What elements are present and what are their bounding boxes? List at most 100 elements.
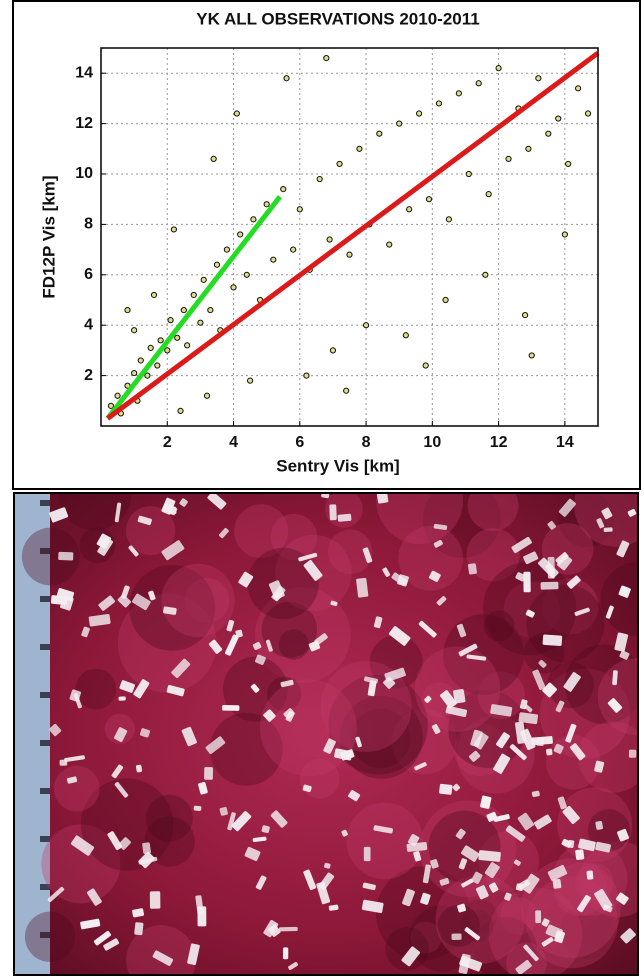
ice-crystal bbox=[451, 933, 462, 940]
ice-crystal bbox=[193, 805, 202, 811]
ice-crystal bbox=[577, 894, 591, 913]
ice-crystal bbox=[532, 669, 546, 691]
scatter-point bbox=[131, 327, 138, 334]
x-axis-label: Sentry Vis [km] bbox=[276, 456, 399, 475]
ice-crystal bbox=[282, 947, 289, 960]
x-tick-label: 6 bbox=[295, 434, 304, 451]
ice-crystal bbox=[316, 881, 331, 905]
scatter-point bbox=[247, 377, 254, 384]
ice-crystal bbox=[285, 710, 295, 722]
scatter-point bbox=[442, 296, 449, 304]
scatter-point bbox=[445, 216, 452, 223]
scatter-point bbox=[386, 241, 393, 248]
scatter-point bbox=[482, 271, 489, 278]
ice-crystal bbox=[595, 841, 611, 853]
ice-crystal bbox=[545, 924, 563, 940]
ice-crystal bbox=[538, 659, 547, 668]
scatter-point bbox=[535, 75, 542, 82]
ice-crystal bbox=[519, 699, 528, 710]
scatter-point bbox=[561, 231, 568, 238]
fabric-shade bbox=[587, 809, 631, 852]
fabric-shade bbox=[466, 528, 520, 582]
ruler-notch bbox=[40, 740, 50, 746]
ice-crystal bbox=[324, 862, 331, 869]
fabric-shade bbox=[21, 527, 80, 586]
ice-crystal bbox=[58, 551, 74, 561]
y-tick-label: 8 bbox=[84, 216, 93, 233]
ice-crystal bbox=[93, 930, 112, 946]
ice-crystal bbox=[142, 842, 151, 855]
scatter-point bbox=[237, 231, 244, 238]
ice-crystal bbox=[367, 680, 377, 697]
ice-crystal bbox=[303, 869, 317, 891]
ice-crystal bbox=[373, 616, 383, 629]
ice-crystal bbox=[337, 513, 352, 522]
scatter-point bbox=[435, 100, 443, 107]
ice-crystal bbox=[134, 922, 144, 936]
ice-crystal bbox=[493, 753, 511, 774]
ice-crystal bbox=[64, 755, 85, 763]
scatter-point bbox=[402, 332, 409, 339]
ice-crystal bbox=[244, 846, 261, 862]
ice-crystal bbox=[298, 552, 318, 562]
ice-crystal bbox=[363, 846, 371, 862]
scatter-point bbox=[455, 90, 462, 97]
fabric-shade bbox=[477, 671, 525, 719]
ice-crystal bbox=[252, 641, 262, 651]
x-tick-label: 8 bbox=[362, 434, 371, 451]
fabric-shade bbox=[126, 925, 196, 975]
fabric-shade bbox=[184, 578, 230, 623]
ice-crystal bbox=[475, 885, 489, 900]
fabric-shade bbox=[398, 525, 464, 591]
ice-crystal bbox=[270, 810, 288, 828]
scatter-point bbox=[207, 306, 214, 314]
ice-crystal bbox=[255, 875, 267, 890]
fabric-shade bbox=[261, 601, 318, 658]
scatter-point bbox=[522, 312, 529, 319]
ice-crystal bbox=[627, 508, 637, 517]
ice-crystal bbox=[515, 572, 526, 582]
ice-crystal bbox=[238, 571, 254, 588]
ice-crystal bbox=[81, 626, 90, 638]
fabric-shade bbox=[410, 921, 442, 954]
ice-crystal bbox=[628, 749, 637, 758]
ice-crystal bbox=[397, 574, 409, 587]
ice-crystal bbox=[619, 650, 630, 660]
x-tick-label: 10 bbox=[423, 434, 441, 451]
ice-crystal bbox=[148, 590, 156, 601]
scatter-point bbox=[425, 196, 433, 203]
ice-crystal bbox=[607, 698, 623, 713]
ice-crystal bbox=[207, 493, 227, 510]
fabric-shade bbox=[414, 646, 501, 732]
ice-crystal bbox=[348, 790, 361, 802]
scatter-point bbox=[505, 155, 512, 162]
scatter-point bbox=[137, 357, 144, 364]
y-axis-label: FD12P Vis [km] bbox=[39, 175, 58, 298]
ice-crystal bbox=[161, 540, 185, 561]
fabric-shade bbox=[247, 547, 319, 619]
ice-crystal bbox=[119, 680, 135, 693]
scatter-point bbox=[170, 226, 177, 233]
ice-crystal bbox=[605, 605, 614, 619]
ice-crystal bbox=[280, 679, 294, 688]
ice-crystal bbox=[523, 571, 531, 593]
ice-crystal bbox=[401, 946, 421, 967]
scatter-point bbox=[144, 372, 151, 379]
scatter-point bbox=[346, 251, 353, 258]
ice-crystal bbox=[424, 695, 432, 703]
fabric-shade bbox=[574, 493, 638, 547]
ice-crystal bbox=[565, 723, 577, 743]
ice-crystal bbox=[603, 527, 613, 532]
ice-crystal bbox=[414, 762, 427, 771]
scatter-point bbox=[415, 110, 423, 117]
ice-crystal bbox=[566, 575, 581, 589]
ice-crystal bbox=[133, 679, 150, 699]
ice-crystal bbox=[594, 888, 613, 911]
ice-crystal bbox=[535, 910, 542, 924]
ice-crystal bbox=[486, 811, 498, 822]
fabric-shade bbox=[541, 523, 594, 575]
ice-crystal bbox=[56, 588, 75, 602]
ice-crystal bbox=[517, 879, 531, 890]
